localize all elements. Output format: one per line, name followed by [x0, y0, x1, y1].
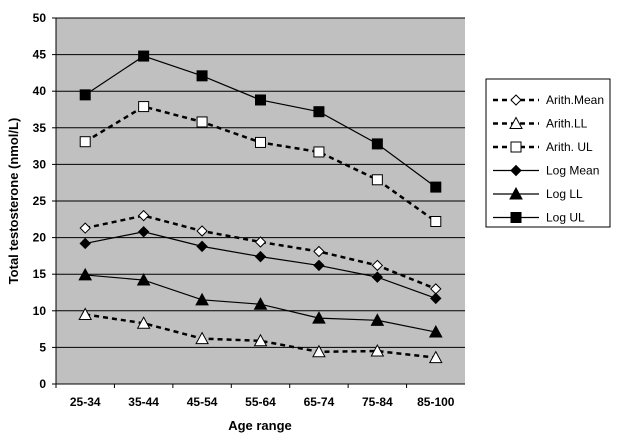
series-arith-ll — [78, 307, 443, 364]
y-tick-label: 40 — [33, 84, 47, 98]
data-point — [196, 240, 208, 253]
data-point — [253, 333, 268, 347]
data-point — [313, 146, 325, 158]
data-point — [79, 136, 91, 148]
data-point — [312, 344, 326, 358]
data-point — [255, 136, 266, 148]
data-point — [136, 273, 151, 286]
data-point — [196, 70, 208, 82]
legend-label: Log Mean — [546, 164, 599, 178]
legend: Arith.Mean Arith.LL Arith. UL Log Mean Log L… — [485, 78, 611, 228]
data-point — [138, 101, 150, 113]
series-arith-mean — [79, 209, 442, 295]
data-point — [253, 297, 268, 310]
x-tick-label: 55-64 — [245, 395, 276, 409]
data-point — [313, 106, 325, 118]
data-point — [78, 267, 93, 281]
data-point — [137, 209, 150, 222]
legend-marker — [510, 212, 522, 223]
data-point — [79, 222, 91, 234]
legend-box — [485, 78, 611, 228]
data-point — [195, 292, 209, 306]
x-tick-label: 65-74 — [304, 395, 335, 409]
legend-marker — [510, 164, 522, 177]
data-point — [371, 259, 384, 272]
legend-marker — [510, 94, 522, 106]
data-point — [254, 250, 267, 263]
data-point — [255, 94, 266, 106]
series-log-ll — [78, 267, 443, 338]
y-tick-label: 45 — [33, 48, 47, 62]
gridlines — [56, 17, 465, 348]
y-tick-label: 0 — [39, 377, 46, 391]
data-point — [430, 215, 442, 227]
data-point — [313, 259, 325, 272]
data-point — [313, 245, 325, 258]
legend-label: Arith.LL — [546, 117, 588, 131]
data-point — [196, 116, 208, 128]
y-tick-label: 35 — [33, 121, 47, 135]
x-tick-label: 25-34 — [70, 395, 101, 409]
x-tick-label: 35-44 — [128, 395, 159, 409]
data-point — [370, 344, 385, 357]
series-log-ul — [79, 50, 442, 193]
y-tick-label: 50 — [33, 11, 47, 25]
x-axis-title: Age range — [228, 418, 292, 433]
x-tick-labels: 25-34 35-44 45-54 55-64 65-74 75-84 85-100 — [70, 395, 455, 409]
legend-marker — [510, 141, 522, 153]
y-axis-title: Total testosterone (nmol/L) — [6, 118, 21, 285]
legend-marker — [509, 116, 523, 129]
data-point — [428, 324, 443, 338]
y-tick-label: 10 — [33, 304, 47, 318]
legend-marker — [509, 186, 523, 200]
data-point — [79, 237, 91, 250]
data-point — [195, 331, 209, 345]
y-tick-labels: 0 5 10 15 20 25 30 35 40 45 50 — [33, 11, 47, 391]
data-point — [254, 236, 267, 248]
data-point — [312, 311, 326, 324]
series-layer — [78, 50, 443, 364]
legend-label: Log LL — [546, 187, 583, 201]
data-point — [138, 50, 150, 62]
axes — [52, 17, 465, 388]
data-point — [196, 225, 208, 237]
y-tick-label: 30 — [33, 157, 47, 171]
data-point — [137, 226, 150, 238]
x-tick-label: 75-84 — [362, 395, 393, 409]
data-point — [430, 181, 442, 193]
data-point — [136, 316, 151, 329]
series-log-mean — [79, 226, 442, 305]
y-tick-label: 15 — [33, 267, 47, 281]
data-point — [371, 271, 384, 283]
legend-label: Arith. UL — [546, 140, 593, 154]
legend-label: Arith.Mean — [546, 93, 604, 107]
x-tick-label: 45-54 — [187, 395, 218, 409]
x-tick-label: 85-100 — [417, 395, 455, 409]
data-point — [78, 307, 93, 320]
data-point — [430, 292, 442, 305]
data-point — [371, 138, 383, 150]
data-point — [428, 350, 443, 364]
data-point — [79, 89, 91, 101]
data-point — [370, 313, 385, 326]
y-tick-label: 5 — [39, 340, 46, 354]
y-tick-label: 25 — [33, 194, 47, 208]
y-tick-label: 20 — [33, 231, 47, 245]
data-point — [371, 174, 383, 186]
legend-label: Log UL — [546, 211, 585, 225]
series-arith-ul — [79, 101, 442, 227]
